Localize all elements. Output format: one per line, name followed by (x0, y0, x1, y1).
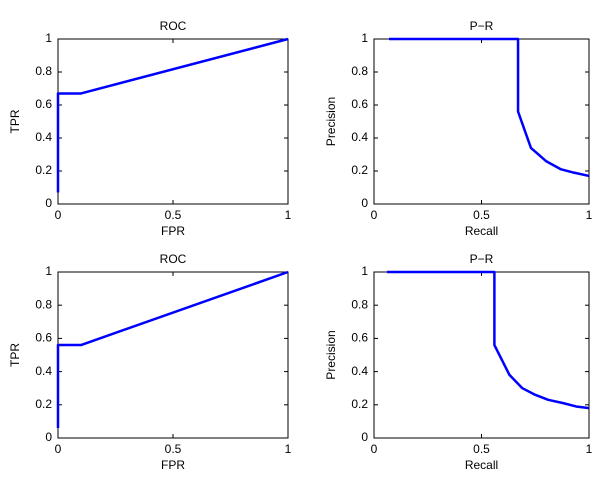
x-axis-label: Recall (465, 458, 498, 472)
x-tick-label: 0 (371, 208, 378, 222)
y-tick-label: 0.6 (351, 331, 368, 345)
y-tick-label: 0.8 (35, 64, 52, 78)
axes-title: P−R (470, 252, 494, 266)
y-tick-label: 0 (45, 430, 52, 444)
x-tick-label: 0 (371, 442, 378, 456)
y-tick-label: 0.4 (35, 364, 52, 378)
y-tick-label: 0.6 (35, 331, 52, 345)
y-tick-label: 0.4 (351, 130, 368, 144)
y-axis-label: Precision (324, 97, 338, 146)
y-axis-label: Precision (324, 330, 338, 379)
y-tick-label: 0.8 (35, 297, 52, 311)
y-tick-label: 0 (45, 196, 52, 210)
y-tick-label: 0.2 (35, 163, 52, 177)
y-tick-label: 1 (361, 264, 368, 278)
y-tick-label: 0.8 (351, 297, 368, 311)
x-axis-label: Recall (465, 224, 498, 238)
x-tick-label: 0.5 (473, 442, 490, 456)
y-tick-label: 1 (45, 31, 52, 45)
y-tick-label: 1 (361, 31, 368, 45)
x-tick-label: 0.5 (473, 208, 490, 222)
y-axis-label: TPR (8, 109, 22, 133)
x-axis-label: FPR (161, 224, 185, 238)
x-tick-label: 0.5 (165, 208, 182, 222)
y-tick-label: 0.2 (35, 397, 52, 411)
y-tick-label: 0.4 (35, 130, 52, 144)
data-line (56, 37, 289, 193)
axes-title: P−R (470, 19, 494, 33)
y-axis-label: TPR (8, 343, 22, 367)
data-line (389, 37, 590, 178)
axes-box (373, 271, 590, 439)
x-tick-label: 1 (285, 442, 292, 456)
y-tick-label: 0.6 (35, 97, 52, 111)
y-tick-label: 1 (45, 264, 52, 278)
data-line (56, 270, 289, 429)
x-tick-label: 1 (586, 442, 593, 456)
y-tick-label: 0 (361, 430, 368, 444)
axes-box (57, 271, 289, 439)
y-tick-label: 0.2 (351, 163, 368, 177)
y-tick-label: 0.4 (351, 364, 368, 378)
y-tick-label: 0.6 (351, 97, 368, 111)
x-tick-label: 0.5 (165, 442, 182, 456)
data-line (386, 270, 590, 410)
x-tick-label: 1 (285, 208, 292, 222)
axes-title: ROC (160, 252, 187, 266)
x-tick-label: 0 (55, 442, 62, 456)
y-tick-label: 0 (361, 196, 368, 210)
y-tick-label: 0.8 (351, 64, 368, 78)
axes-box (373, 38, 590, 205)
x-tick-label: 1 (586, 208, 593, 222)
axes-title: ROC (160, 19, 187, 33)
x-axis-label: FPR (161, 458, 185, 472)
x-tick-label: 0 (55, 208, 62, 222)
axes-box (57, 38, 289, 205)
y-tick-label: 0.2 (351, 397, 368, 411)
